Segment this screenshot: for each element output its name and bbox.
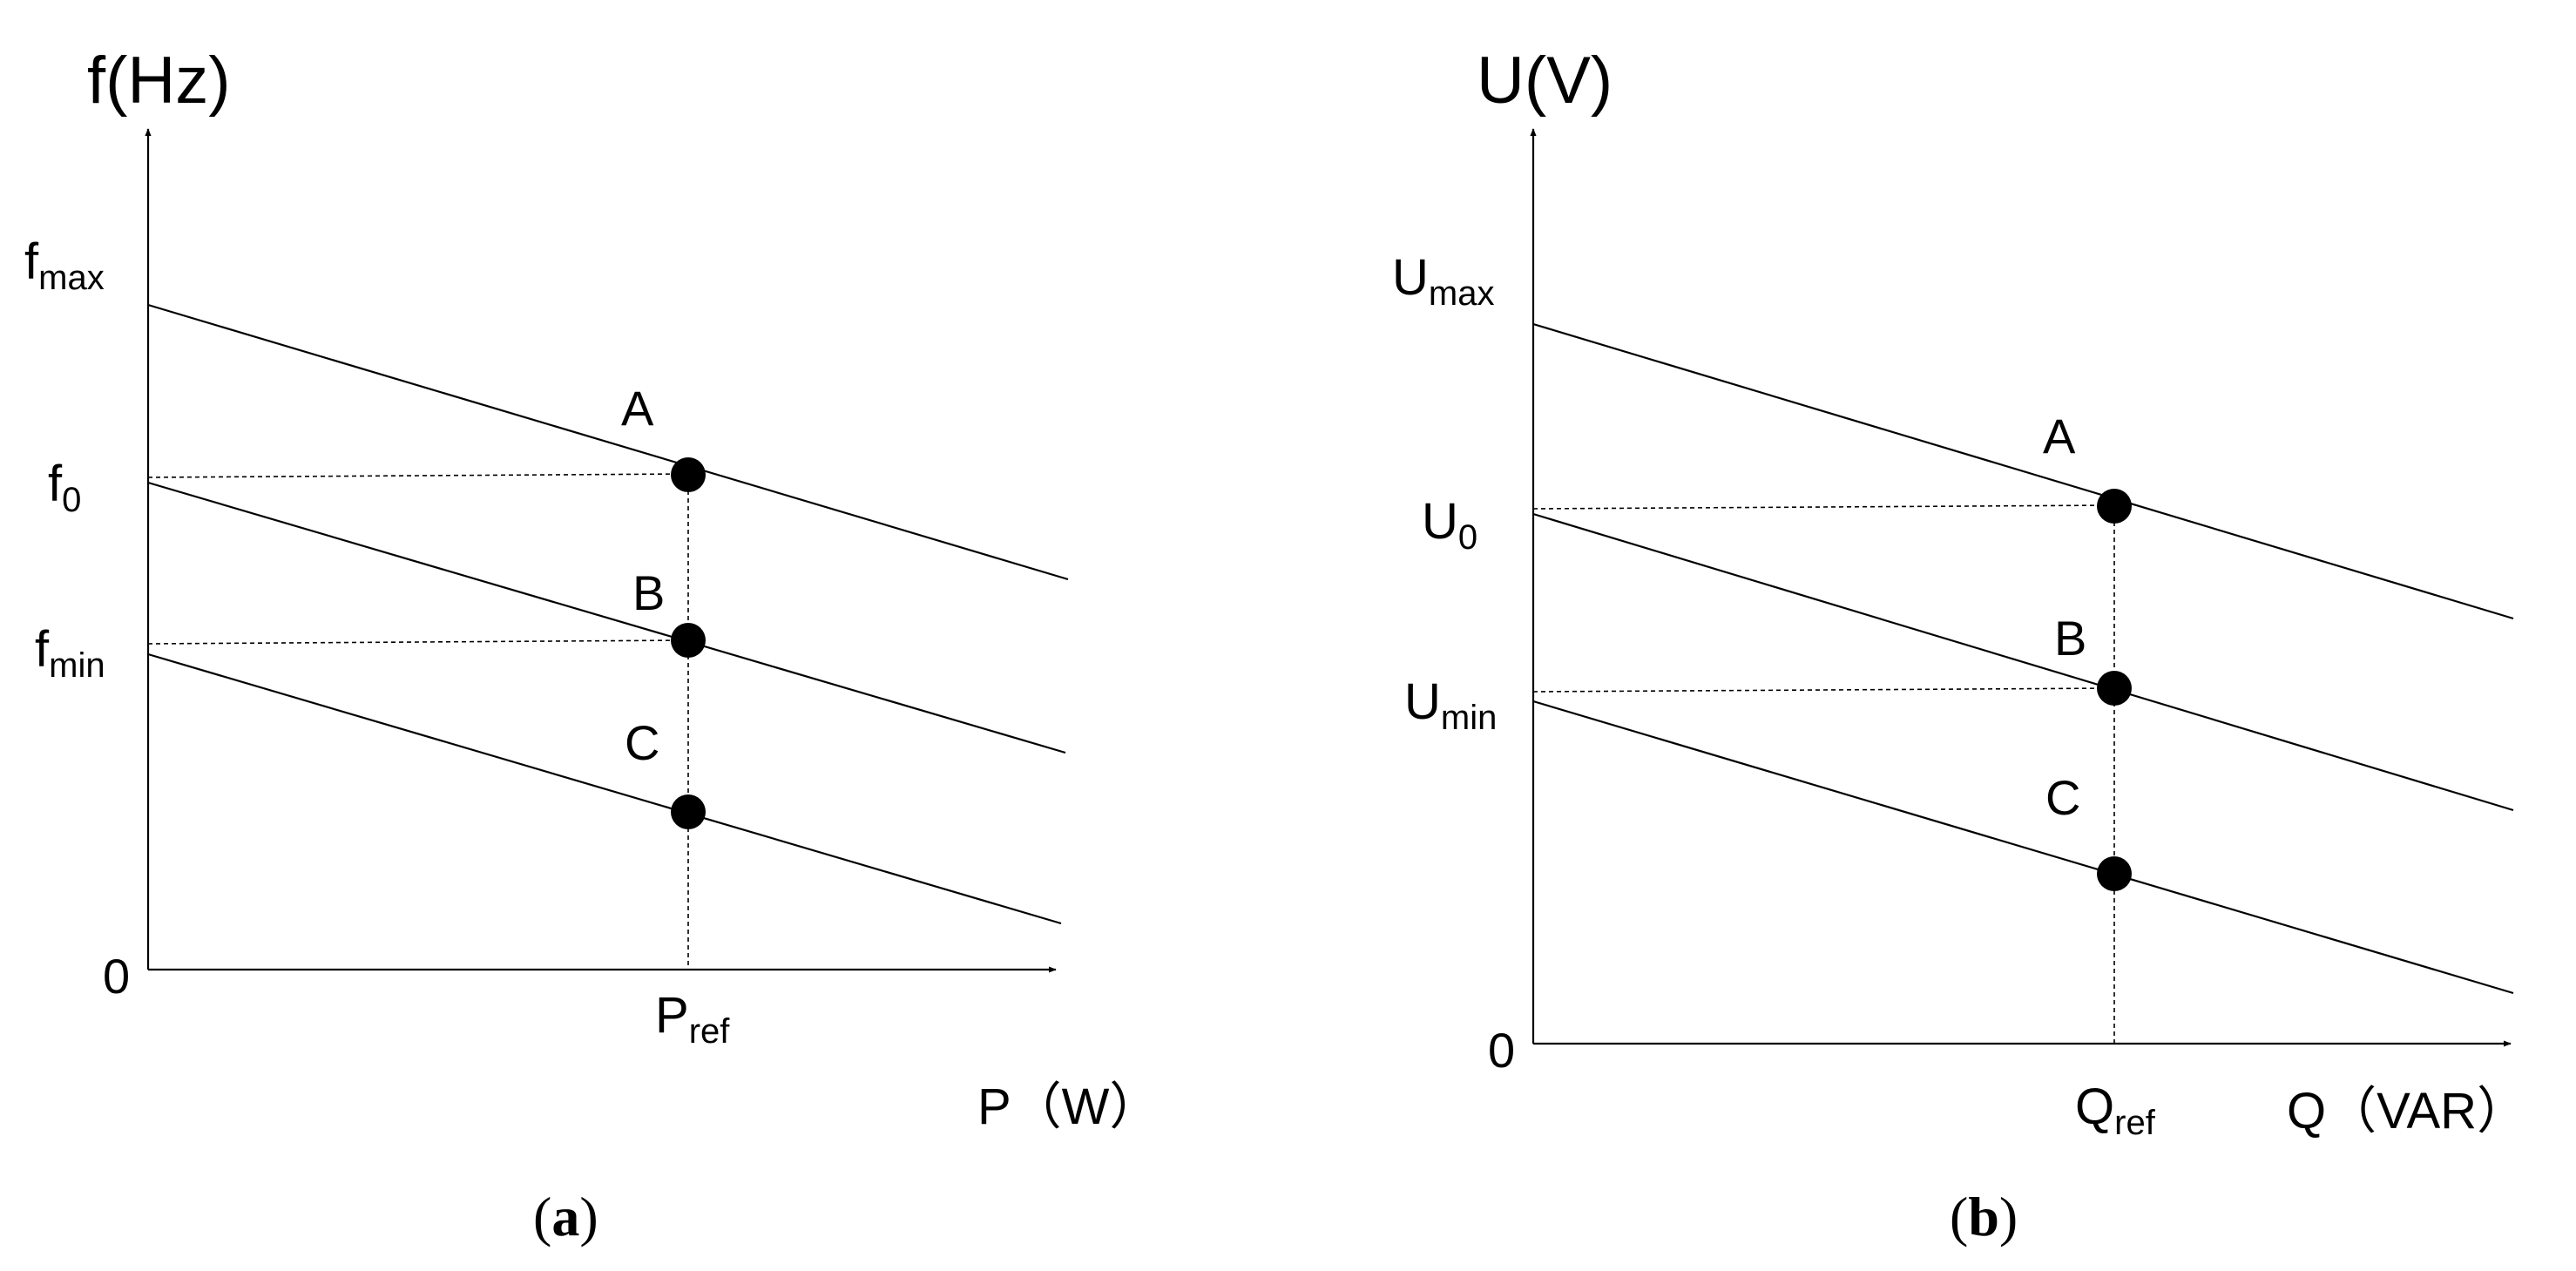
panel-b-y-axis-label: U(V) — [1477, 44, 1613, 118]
panel-b-voltage-droop: U(V) 0 Umax U0 Umin A B C Qref Q（VAR） (b… — [1392, 44, 2527, 1247]
panel-b-droop-line-nominal — [1532, 512, 2514, 812]
panel-a-point-c-marker — [671, 794, 706, 829]
panel-b-caption: (b) — [1950, 1186, 2018, 1247]
panel-a-y-axis-label: f(Hz) — [87, 44, 231, 118]
panel-b-point-b-label: B — [2054, 611, 2086, 666]
panel-a-droop-line-lower — [147, 652, 1062, 925]
panel-b-droop-line-upper — [1532, 322, 2514, 620]
panel-b-droop-line-lower — [1532, 700, 2514, 995]
panel-b-point-b-marker — [2097, 671, 2132, 706]
panel-b-point-c-marker — [2097, 856, 2132, 891]
panel-a-point-b-label: B — [632, 565, 665, 620]
panel-b-u0-guide — [1532, 504, 2115, 510]
panel-a-fmin-guide — [147, 639, 689, 645]
panel-b-qref-label: Qref — [2075, 1078, 2156, 1142]
panel-a-point-a-marker — [671, 457, 706, 492]
panel-a-fmax-label: fmax — [24, 233, 105, 297]
panel-b-point-a-marker — [2097, 489, 2132, 524]
panel-b-point-a-label: A — [2043, 409, 2076, 463]
panel-a-fmin-label: fmin — [35, 621, 105, 685]
panel-a-origin-label: 0 — [103, 949, 130, 1004]
panel-b-u0-label: U0 — [1422, 493, 1477, 557]
panel-b-umin-label: Umin — [1404, 673, 1497, 737]
panel-a-droop-line-upper — [147, 303, 1069, 581]
panel-a-caption: (a) — [533, 1186, 598, 1247]
panel-a-x-axis-label: P（W） — [977, 1078, 1160, 1135]
panel-a-f0-guide — [147, 473, 689, 478]
panel-a-droop-line-nominal — [147, 481, 1066, 754]
panel-a-frequency-droop: f(Hz) 0 fmax f0 fmin A B C Pref P（W） (a) — [24, 44, 1160, 1247]
panel-a-point-c-label: C — [625, 715, 659, 770]
panel-b-umin-guide — [1532, 687, 2115, 693]
panel-b-umax-label: Umax — [1392, 249, 1494, 313]
panel-a-pref-label: Pref — [655, 987, 730, 1051]
panel-b-point-c-label: C — [2045, 770, 2080, 825]
panel-a-f0-label: f0 — [48, 456, 81, 519]
panel-b-x-axis-label: Q（VAR） — [2287, 1083, 2527, 1139]
panel-a-point-a-label: A — [621, 381, 654, 436]
panel-a-point-b-marker — [671, 623, 706, 658]
panel-b-origin-label: 0 — [1488, 1023, 1515, 1078]
